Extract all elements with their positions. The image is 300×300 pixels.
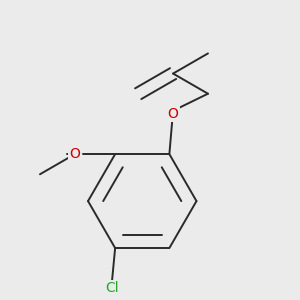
Text: O: O (69, 147, 80, 161)
Text: O: O (168, 107, 178, 121)
Text: Cl: Cl (105, 281, 119, 295)
